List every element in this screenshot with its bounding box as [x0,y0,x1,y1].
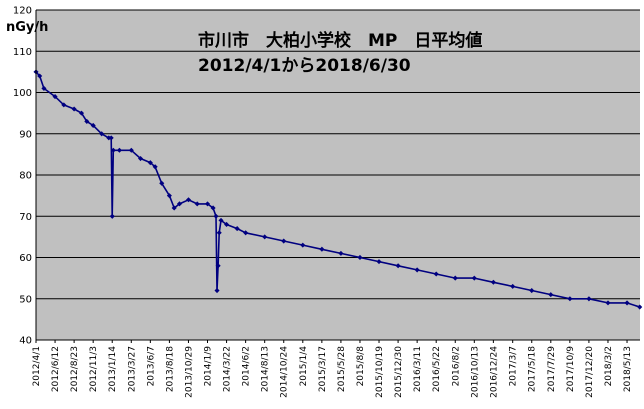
data-point [152,164,158,170]
data-point [548,292,554,298]
data-point [262,234,268,240]
data-point [137,155,144,162]
chart-title: 市川市 大柏小学校 MP 日平均値 [198,30,482,51]
data-point [471,275,477,281]
data-point [213,213,219,219]
x-tick-label: 2017/7/29 [547,346,557,392]
data-point [452,275,458,281]
y-tick-label: 40 [19,336,32,347]
y-tick-labels: 40 50 60 70 80 90 100 110 120 [13,6,32,347]
x-tick-label: 2015/3/17 [318,346,328,392]
x-tick-label: 2013/6/7 [146,346,156,386]
x-tick-label: 2014/3/22 [223,346,233,392]
data-point [61,102,67,108]
x-tick-label: 2014/8/13 [261,346,271,392]
x-tick-label: 2016/12/24 [489,346,499,398]
x-tick-label: 2015/1/4 [299,346,309,387]
x-tick-label: 2013/3/27 [127,346,137,392]
x-tick-label: 2014/1/9 [204,346,214,387]
data-point [99,131,105,137]
y-tick-label: 70 [19,212,32,223]
x-tick-label: 2015/5/28 [337,346,347,392]
y-tick-label: 50 [19,294,32,305]
y-tick-label: 120 [13,6,32,17]
data-point [109,213,115,219]
y-axis-unit-label: nGy/h [6,20,48,35]
data-point [41,85,47,91]
x-tick-label: 2017/3/7 [509,346,519,386]
data-point [224,221,230,228]
x-tick-label: 2016/5/22 [432,346,442,392]
data-point [395,263,401,269]
data-point [159,180,165,186]
series-layer [33,69,643,310]
data-point [234,226,240,232]
data-point [433,271,439,277]
x-tick-label: 2014/6/2 [242,346,252,386]
y-tick-label: 100 [13,88,32,99]
data-point [128,147,134,153]
y-tick-label: 80 [19,171,32,182]
x-tick-label: 2012/4/1 [32,346,42,386]
data-point [605,300,611,306]
data-point [218,217,224,223]
data-point [216,230,222,236]
data-point [116,147,122,153]
y-tick-label: 110 [13,47,32,58]
x-tick-label: 2016/3/11 [413,346,423,392]
data-point [147,160,153,166]
data-point [185,197,192,203]
data-point [204,201,211,207]
x-tick-label: 2012/6/12 [51,346,61,392]
data-point [171,205,177,211]
data-point [490,279,496,285]
x-tick-label: 2017/10/9 [566,346,576,392]
data-point [215,263,221,269]
data-point [637,304,643,310]
x-tick-label: 2013/10/29 [184,346,194,398]
x-tick-label: 2012/11/3 [89,346,99,392]
data-point [210,205,216,211]
data-point [529,287,535,294]
x-tick-label: 2015/8/8 [356,346,366,387]
data-point [414,267,420,273]
x-tick-label: 2016/8/2 [451,346,461,386]
x-tick-label: 2012/8/23 [70,346,80,392]
x-tick-label: 2013/1/14 [108,346,118,392]
data-point [52,94,58,100]
chart-subtitle: 2012/4/1から2018/6/30 [198,56,411,76]
data-point [84,118,90,124]
data-point [624,300,630,306]
y-tick-label: 90 [19,129,32,140]
x-tick-label: 2017/5/18 [528,346,538,392]
x-tick-label: 2016/10/13 [470,346,480,398]
x-tick-label: 2017/12/20 [585,346,595,398]
x-tick-label: 2018/3/2 [604,346,614,386]
x-tick-label: 2013/8/18 [165,346,175,392]
data-point [376,259,382,265]
x-tick-labels: 2012/4/1 2012/6/12 2012/8/23 2012/11/3 2013/… [32,340,633,398]
x-tick-label: 2015/10/19 [375,346,385,398]
x-tick-label: 2018/5/13 [623,346,633,392]
x-tick-label: 2014/10/24 [280,346,290,398]
data-point [281,238,287,244]
data-point [166,193,172,199]
data-point [194,201,200,207]
y-tick-label: 60 [19,253,32,264]
x-tick-label: 2015/12/30 [394,346,404,398]
data-point [214,287,220,294]
